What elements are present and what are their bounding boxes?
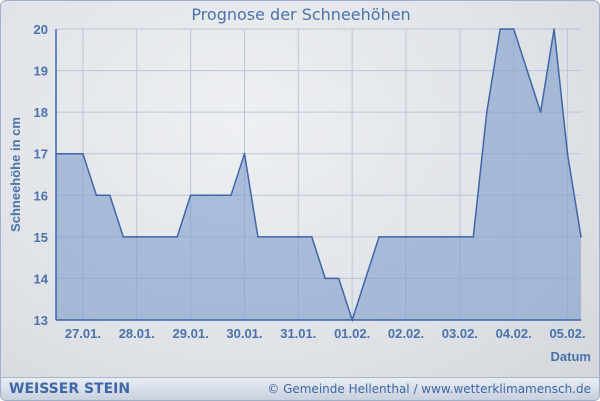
- data-point: [526, 69, 528, 72]
- data-point: [553, 28, 555, 30]
- x-tick-label: 27.01.: [65, 326, 101, 341]
- x-tick-label: 05.02.: [549, 326, 585, 341]
- data-point: [95, 194, 98, 197]
- data-point: [512, 28, 515, 30]
- x-tick-label: 31.01.: [280, 326, 316, 341]
- data-point: [122, 236, 125, 238]
- data-point: [203, 194, 205, 197]
- data-point: [284, 236, 286, 238]
- footer: WEISSER STEIN © Gemeinde Hellenthal / ww…: [1, 377, 599, 400]
- x-tick-label: 01.02.: [334, 326, 370, 341]
- data-point: [82, 152, 84, 155]
- x-axis-label: Datum: [551, 349, 591, 364]
- data-point: [418, 236, 421, 238]
- data-point: [499, 28, 502, 30]
- data-point: [270, 236, 273, 238]
- x-tick-label: 04.02.: [496, 326, 532, 341]
- data-point: [472, 236, 475, 238]
- data-point: [405, 236, 407, 238]
- data-point: [243, 152, 246, 155]
- station-name: WEISSER STEIN: [9, 381, 131, 397]
- data-point: [432, 236, 434, 238]
- data-point: [337, 277, 340, 280]
- y-tick-label: 16: [34, 188, 48, 203]
- data-point: [566, 152, 569, 155]
- data-point: [297, 236, 300, 238]
- y-tick-label: 14: [34, 271, 49, 286]
- data-point: [310, 236, 313, 238]
- data-point: [109, 194, 111, 197]
- data-point: [459, 236, 461, 238]
- y-tick-label: 17: [34, 147, 48, 162]
- y-tick-label: 15: [34, 230, 48, 245]
- data-point: [176, 236, 178, 238]
- data-point: [364, 277, 367, 280]
- data-point: [324, 277, 327, 280]
- data-point: [580, 236, 582, 238]
- data-point: [391, 236, 394, 238]
- chart-title: Prognose der Schneehöhen: [191, 5, 411, 24]
- data-point: [378, 236, 380, 238]
- data-point: [189, 194, 192, 197]
- data-point: [485, 111, 488, 113]
- data-point: [149, 236, 152, 238]
- data-point: [230, 194, 232, 197]
- data-point: [257, 236, 259, 238]
- y-tick-label: 20: [34, 22, 48, 37]
- y-tick-label: 13: [34, 313, 48, 328]
- data-point: [68, 152, 71, 155]
- y-axis-label: Schneehöhe in cm: [8, 117, 23, 232]
- data-point: [216, 194, 219, 197]
- data-point: [162, 236, 165, 238]
- data-point: [445, 236, 448, 238]
- snow-depth-area: [56, 29, 581, 320]
- copyright-link[interactable]: © Gemeinde Hellenthal / www.wetterklimam…: [267, 382, 591, 396]
- x-tick-label: 03.02.: [442, 326, 478, 341]
- data-point: [539, 111, 542, 113]
- x-tick-label: 29.01.: [173, 326, 209, 341]
- y-tick-label: 18: [34, 105, 48, 120]
- snow-depth-line: [56, 28, 582, 323]
- data-point: [135, 236, 138, 238]
- x-tick-label: 02.02.: [388, 326, 424, 341]
- x-tick-label: 30.01.: [226, 326, 262, 341]
- x-tick-label: 28.01.: [119, 326, 155, 341]
- y-tick-label: 19: [34, 64, 48, 79]
